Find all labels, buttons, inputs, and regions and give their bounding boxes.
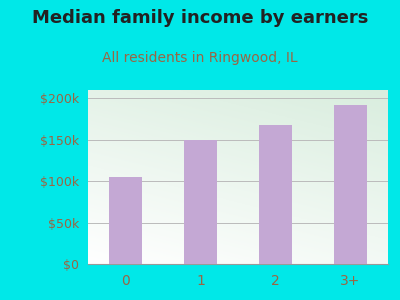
Text: Median family income by earners: Median family income by earners	[32, 9, 368, 27]
Text: All residents in Ringwood, IL: All residents in Ringwood, IL	[102, 51, 298, 65]
Bar	[334, 105, 367, 264]
Bar	[184, 140, 217, 264]
Bar	[259, 125, 292, 264]
Bar	[109, 177, 142, 264]
